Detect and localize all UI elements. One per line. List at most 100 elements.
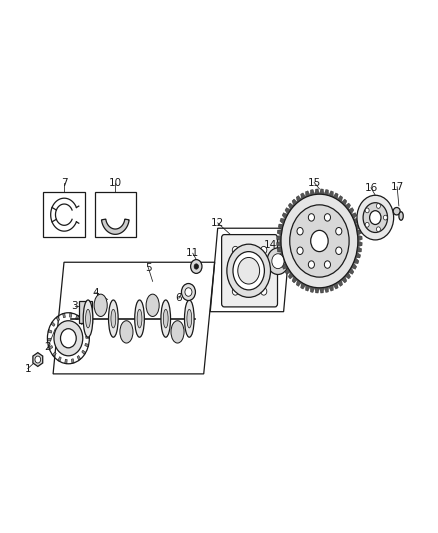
Polygon shape — [310, 189, 315, 196]
Polygon shape — [345, 203, 350, 210]
Circle shape — [35, 356, 41, 363]
Text: 6: 6 — [176, 293, 182, 303]
Circle shape — [325, 214, 331, 221]
Circle shape — [272, 254, 284, 269]
Text: 15: 15 — [307, 177, 321, 188]
Circle shape — [267, 248, 289, 274]
Polygon shape — [296, 196, 302, 203]
Wedge shape — [77, 356, 81, 360]
Polygon shape — [305, 191, 310, 197]
Ellipse shape — [171, 321, 184, 343]
Polygon shape — [357, 236, 362, 241]
Polygon shape — [319, 189, 324, 195]
Circle shape — [194, 264, 198, 269]
Wedge shape — [71, 359, 74, 364]
Ellipse shape — [109, 300, 118, 337]
Circle shape — [376, 227, 380, 232]
Circle shape — [191, 260, 202, 273]
Polygon shape — [357, 241, 362, 247]
Circle shape — [357, 195, 394, 240]
Ellipse shape — [146, 294, 159, 317]
Polygon shape — [324, 286, 328, 293]
Wedge shape — [52, 352, 56, 357]
Ellipse shape — [94, 294, 107, 317]
Polygon shape — [277, 230, 282, 236]
Polygon shape — [296, 279, 302, 286]
Text: 11: 11 — [186, 248, 199, 258]
Polygon shape — [348, 208, 354, 214]
Circle shape — [297, 247, 303, 254]
Polygon shape — [353, 257, 359, 264]
Polygon shape — [305, 285, 310, 291]
Circle shape — [365, 208, 369, 213]
Wedge shape — [47, 338, 51, 341]
Wedge shape — [51, 322, 55, 326]
Circle shape — [311, 230, 328, 252]
Circle shape — [365, 222, 369, 227]
Ellipse shape — [120, 321, 133, 343]
Wedge shape — [85, 343, 89, 347]
Ellipse shape — [163, 309, 168, 328]
Circle shape — [227, 244, 271, 297]
Polygon shape — [315, 189, 319, 195]
Polygon shape — [288, 272, 294, 279]
Polygon shape — [333, 282, 338, 289]
Wedge shape — [75, 315, 79, 320]
Bar — [95, 192, 136, 237]
Circle shape — [232, 246, 238, 254]
Text: 16: 16 — [364, 183, 378, 193]
Polygon shape — [277, 241, 281, 247]
Polygon shape — [292, 276, 297, 283]
Wedge shape — [65, 359, 67, 364]
Text: 7: 7 — [61, 177, 67, 188]
Circle shape — [238, 257, 260, 284]
Text: 2: 2 — [45, 342, 51, 352]
Circle shape — [261, 246, 267, 254]
Wedge shape — [82, 350, 86, 354]
Polygon shape — [277, 247, 282, 252]
Text: 3: 3 — [71, 301, 78, 311]
Polygon shape — [337, 279, 343, 286]
Circle shape — [185, 288, 192, 296]
FancyBboxPatch shape — [79, 301, 92, 323]
Bar — [43, 192, 85, 237]
Text: 5: 5 — [145, 263, 152, 272]
Circle shape — [261, 288, 267, 295]
Circle shape — [308, 261, 314, 268]
Polygon shape — [301, 193, 306, 199]
Polygon shape — [292, 199, 297, 206]
Circle shape — [336, 247, 342, 254]
Ellipse shape — [161, 300, 170, 337]
Polygon shape — [353, 218, 359, 224]
Ellipse shape — [83, 300, 93, 337]
Polygon shape — [341, 199, 347, 206]
Circle shape — [383, 215, 387, 220]
Polygon shape — [288, 203, 294, 210]
Wedge shape — [86, 336, 89, 338]
Polygon shape — [328, 285, 333, 291]
Polygon shape — [351, 213, 357, 219]
Wedge shape — [48, 329, 52, 333]
Wedge shape — [56, 316, 60, 321]
Text: 12: 12 — [211, 218, 224, 228]
Circle shape — [232, 288, 238, 295]
Polygon shape — [102, 219, 129, 235]
Circle shape — [325, 261, 331, 268]
Circle shape — [308, 214, 314, 221]
Text: 10: 10 — [109, 177, 122, 188]
Circle shape — [297, 228, 303, 235]
Ellipse shape — [111, 309, 116, 328]
Ellipse shape — [184, 300, 194, 337]
Polygon shape — [337, 196, 343, 203]
Wedge shape — [84, 327, 88, 331]
Polygon shape — [285, 268, 291, 274]
Polygon shape — [355, 224, 360, 230]
Circle shape — [370, 211, 381, 224]
Wedge shape — [63, 313, 65, 318]
Polygon shape — [278, 252, 283, 258]
Circle shape — [281, 194, 358, 288]
Text: 1: 1 — [25, 364, 31, 374]
Polygon shape — [282, 263, 288, 269]
Polygon shape — [278, 224, 283, 230]
Circle shape — [54, 321, 83, 356]
